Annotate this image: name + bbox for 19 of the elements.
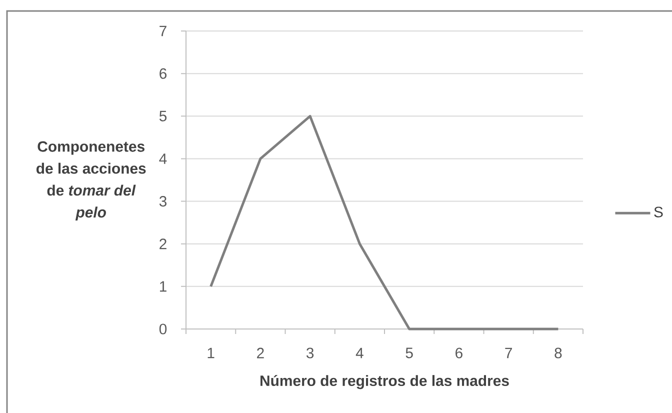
legend-label: S [654, 206, 663, 218]
x-tick-label: 7 [505, 348, 512, 358]
x-tick-label: 3 [306, 348, 314, 358]
x-tick-label: 4 [356, 348, 364, 358]
y-tick-label: 6 [160, 68, 167, 79]
y-tick-label: 5 [159, 110, 167, 122]
y-tick-label: 2 [160, 238, 166, 250]
x-tick-label: 1 [208, 348, 214, 358]
y-tick-label: 7 [160, 26, 166, 36]
x-axis-title: Número de registros de las madres [260, 374, 509, 390]
y-tick-label: 4 [159, 154, 167, 164]
y-tick-label: 3 [159, 196, 167, 207]
y-tick-label: 1 [160, 281, 166, 292]
y-tick-label: 0 [159, 324, 167, 334]
x-tick-label: 2 [257, 348, 264, 358]
x-tick-label: 5 [406, 348, 413, 358]
x-tick-label: 8 [554, 348, 562, 358]
y-axis-title: Componenetes de las acciones de tomar del pelo [36, 141, 146, 221]
x-tick-label: 6 [456, 348, 462, 358]
